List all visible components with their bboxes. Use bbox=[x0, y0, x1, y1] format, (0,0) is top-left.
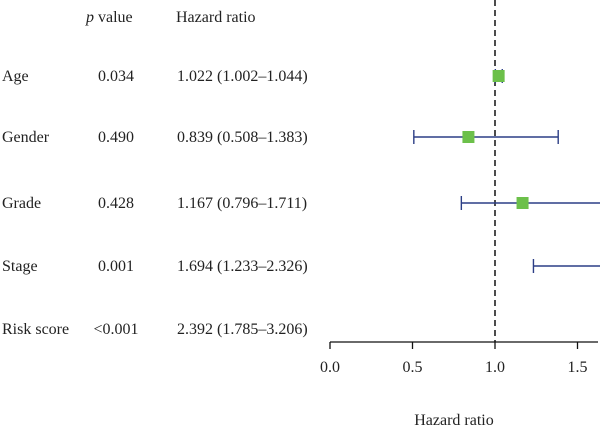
row-p-value: <0.001 bbox=[93, 321, 138, 338]
row-hazard-ratio: 1.167 (0.796–1.711) bbox=[177, 195, 307, 212]
hr-marker bbox=[492, 70, 505, 82]
row-p-value: 0.034 bbox=[98, 68, 134, 85]
row-p-value: 0.490 bbox=[98, 129, 134, 146]
plot-area bbox=[413, 0, 600, 342]
row-label: Age bbox=[2, 68, 29, 85]
x-axis: 0.00.51.01.52.02.53.0 bbox=[320, 341, 598, 376]
row-label: Stage bbox=[2, 258, 38, 275]
p-value-header-italic: p bbox=[85, 9, 94, 26]
row-label: Grade bbox=[2, 195, 41, 212]
p-value-header-rest: value bbox=[94, 9, 133, 26]
row-p-value: 0.001 bbox=[98, 258, 134, 275]
row-label: Risk score bbox=[2, 321, 69, 338]
p-value-header: p value bbox=[85, 9, 133, 26]
row-hazard-ratio: 1.694 (1.233–2.326) bbox=[177, 258, 308, 275]
x-tick-label: 1.5 bbox=[568, 359, 588, 376]
row-hazard-ratio: 2.392 (1.785–3.206) bbox=[177, 321, 308, 338]
hr-marker bbox=[516, 197, 529, 209]
rows-layer: Age 0.034 1.022 (1.002–1.044) Gender 0.490 0.… bbox=[2, 68, 308, 338]
hr-marker bbox=[462, 131, 475, 143]
hazard-ratio-header: Hazard ratio bbox=[176, 9, 256, 26]
row-hazard-ratio: 0.839 (0.508–1.383) bbox=[177, 129, 308, 146]
row-p-value: 0.428 bbox=[98, 195, 134, 212]
row-label: Gender bbox=[2, 129, 50, 146]
x-tick-label: 0.0 bbox=[320, 359, 340, 376]
x-tick-label: 0.5 bbox=[403, 359, 423, 376]
x-tick-label: 1.0 bbox=[485, 359, 505, 376]
x-axis-label: Hazard ratio bbox=[414, 412, 494, 429]
row-hazard-ratio: 1.022 (1.002–1.044) bbox=[177, 68, 308, 85]
